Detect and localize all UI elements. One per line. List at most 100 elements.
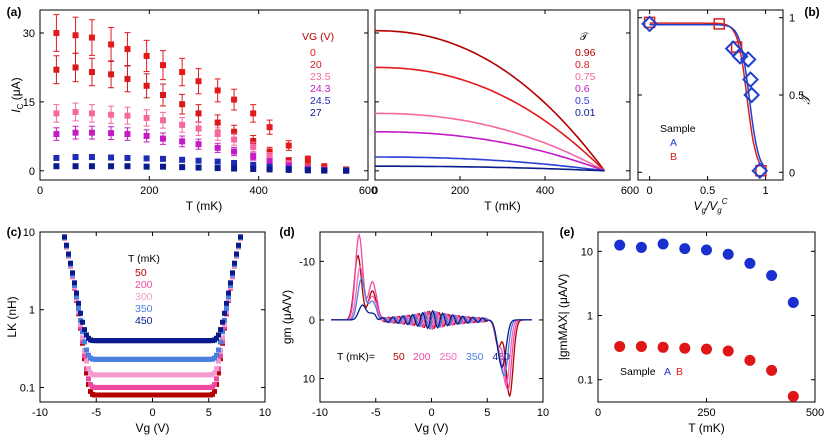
data-point xyxy=(228,280,233,286)
plot-frame xyxy=(374,9,631,181)
y-tick-label: 0 xyxy=(29,166,35,178)
data-point xyxy=(143,155,150,162)
data-point xyxy=(88,154,95,161)
data-point xyxy=(218,339,223,345)
y-tick-label: 10 xyxy=(581,246,593,258)
y-tick-label: 0 xyxy=(309,315,315,327)
panel-label-b: (b) xyxy=(804,5,819,19)
x-tick-label: 400 xyxy=(536,185,554,197)
data-point xyxy=(214,165,221,172)
data-point xyxy=(766,270,778,282)
legend-entry: 50 xyxy=(135,267,147,279)
data-point xyxy=(108,154,115,161)
data-point xyxy=(214,119,221,126)
data-point xyxy=(160,163,166,170)
y-tick-label: 0.1 xyxy=(20,382,35,394)
data-point xyxy=(250,165,257,172)
data-point xyxy=(220,319,225,325)
data-point xyxy=(220,335,225,341)
data-point xyxy=(214,158,221,165)
data-point xyxy=(179,138,186,145)
data-point xyxy=(53,66,60,73)
panel-a-right: 0 200 400 600 T (mK) 𝒯 0.960.80.750.60.50.01 xyxy=(372,9,639,213)
data-point xyxy=(766,364,778,376)
data-point xyxy=(108,163,115,170)
data-point xyxy=(744,354,756,366)
data-point xyxy=(74,294,79,300)
data-point xyxy=(731,47,749,65)
data-point xyxy=(143,114,150,121)
data-point xyxy=(657,341,669,353)
y-tick-label: 10 xyxy=(23,227,35,239)
x-tick-label: 0 xyxy=(428,407,434,419)
data-point xyxy=(231,165,238,172)
data-point xyxy=(743,86,761,104)
data-point xyxy=(266,124,273,131)
data-point xyxy=(210,391,215,397)
y-tick-label: 0 xyxy=(789,167,795,179)
legend-title: 𝒯 xyxy=(580,31,590,43)
data-point xyxy=(214,144,221,151)
data-point xyxy=(321,167,328,174)
data-point xyxy=(84,358,89,364)
data-point xyxy=(179,156,186,163)
y-axis-label: LK (nH) xyxy=(5,296,19,337)
x-tick-label: 0 xyxy=(37,185,43,197)
data-point xyxy=(88,69,95,76)
series-line xyxy=(331,304,532,369)
data-point xyxy=(160,155,166,162)
data-point xyxy=(679,342,691,354)
data-point xyxy=(53,131,60,138)
data-point xyxy=(195,141,202,148)
data-point xyxy=(701,343,712,355)
data-point xyxy=(787,296,799,308)
legend-entry: 50 xyxy=(393,351,405,363)
y-tick-label: 10 xyxy=(303,374,315,386)
data-point xyxy=(222,310,227,316)
data-point xyxy=(72,32,79,39)
legend-entry: 0.01 xyxy=(575,107,596,119)
data-point xyxy=(195,110,202,117)
x-tick-label: -5 xyxy=(371,407,381,419)
data-point xyxy=(216,358,221,364)
legend-entry: 0.96 xyxy=(575,47,596,59)
data-point xyxy=(231,148,238,155)
y-tick-label: -10 xyxy=(299,256,315,268)
y-tick-label: 15 xyxy=(23,97,35,109)
y-tick-label: 0.5 xyxy=(789,90,804,102)
legend-entry: 0.75 xyxy=(575,71,596,83)
y-tick-label: 1 xyxy=(789,13,795,25)
data-point xyxy=(195,125,202,132)
panel-d: -10 -5 0 5 10 -10 0 10 (d) gm (μA/V) Vg (V) T (mK)=… xyxy=(279,225,549,435)
data-point xyxy=(230,270,235,276)
data-point xyxy=(84,370,89,376)
data-point xyxy=(179,164,186,171)
data-point xyxy=(82,339,87,345)
data-point xyxy=(231,128,238,135)
data-point xyxy=(72,163,79,170)
data-point xyxy=(88,110,95,117)
data-point xyxy=(88,388,93,394)
legend-entry: 350 xyxy=(135,303,153,315)
x-tick-label: 5 xyxy=(206,407,212,419)
data-point xyxy=(64,242,69,248)
x-axis-label: Vg (V) xyxy=(414,421,448,435)
x-tick-label: 600 xyxy=(621,185,639,197)
x-tick-label: 10 xyxy=(537,407,549,419)
data-point xyxy=(108,71,115,78)
data-point xyxy=(214,352,219,358)
y-tick-label: 0.1 xyxy=(578,375,593,387)
data-point xyxy=(72,129,79,136)
data-point xyxy=(160,135,166,142)
legend-entry: 300 xyxy=(135,291,153,303)
data-point xyxy=(108,130,115,137)
data-point xyxy=(266,153,273,160)
data-point xyxy=(641,15,659,33)
data-point xyxy=(143,132,150,139)
data-point xyxy=(179,101,186,108)
data-point xyxy=(751,162,769,180)
data-point xyxy=(266,166,273,173)
data-point xyxy=(212,355,217,361)
x-tick-label: -10 xyxy=(312,407,328,419)
